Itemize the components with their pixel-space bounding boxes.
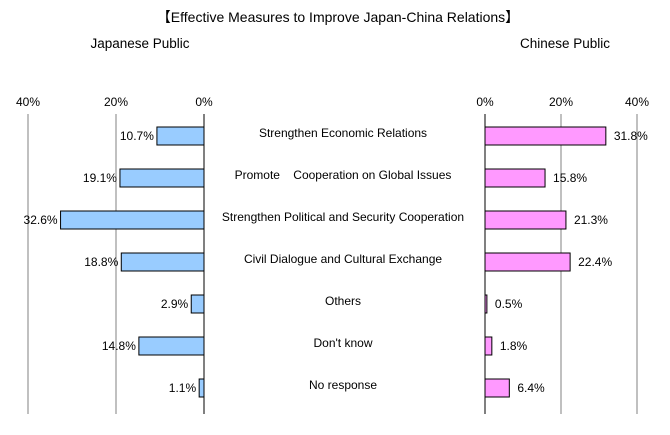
- japanese-public-bar: [138, 336, 205, 356]
- category-label: No response: [309, 378, 377, 392]
- japanese-public-value-label: 10.7%: [120, 129, 154, 143]
- left-panel-title: Japanese Public: [90, 36, 189, 51]
- left-axis-ticks: 40% 20% 0%: [16, 95, 213, 109]
- japanese-public-bar: [120, 252, 205, 272]
- chart-title: 【Effective Measures to Improve Japan-Chi…: [157, 9, 519, 25]
- chinese-public-labels: 31.8% 15.8% 21.3% 22.4% 0.5% 1.8% 6.4%: [495, 129, 648, 395]
- category-label: Others: [325, 294, 361, 308]
- japanese-public-value-label: 1.1%: [169, 381, 197, 395]
- japanese-public-bar: [190, 294, 205, 314]
- right-tick-label: 20%: [549, 95, 573, 109]
- japanese-public-bar: [119, 168, 205, 188]
- chinese-public-bar: [484, 378, 510, 398]
- category-labels: Strengthen Economic Relations Promote Coo…: [222, 126, 464, 392]
- japanese-public-bars: [60, 126, 205, 398]
- category-label: Strengthen Political and Security Cooper…: [222, 210, 464, 224]
- japanese-public-value-label: 2.9%: [161, 297, 189, 311]
- japanese-public-value-label: 32.6%: [24, 213, 58, 227]
- left-tick-label: 40%: [16, 95, 40, 109]
- chinese-public-value-label: 1.8%: [500, 339, 528, 353]
- right-axis-ticks: 0% 20% 40%: [476, 95, 649, 109]
- chinese-public-value-label: 21.3%: [574, 213, 608, 227]
- chinese-public-bar: [484, 252, 571, 272]
- japanese-public-labels: 10.7% 19.1% 32.6% 18.8% 2.9% 14.8% 1.1%: [24, 129, 197, 395]
- chinese-public-value-label: 15.8%: [553, 171, 587, 185]
- left-tick-label: 20%: [104, 95, 128, 109]
- japanese-public-value-label: 19.1%: [83, 171, 117, 185]
- chinese-public-bar: [484, 336, 493, 356]
- right-tick-label: 0%: [476, 95, 494, 109]
- category-label: Strengthen Economic Relations: [259, 126, 427, 140]
- chinese-public-bars: [484, 126, 607, 398]
- japanese-public-bar: [60, 210, 205, 230]
- chinese-public-bar: [484, 294, 488, 314]
- right-tick-label: 40%: [625, 95, 649, 109]
- chinese-public-bar: [484, 126, 607, 146]
- japanese-public-bar: [156, 126, 205, 146]
- japanese-public-value-label: 18.8%: [84, 255, 118, 269]
- japanese-public-value-label: 14.8%: [102, 339, 136, 353]
- chinese-public-bar: [484, 210, 567, 230]
- right-panel-title: Chinese Public: [520, 36, 610, 51]
- chinese-public-bar: [484, 168, 546, 188]
- category-label: Don't know: [314, 336, 373, 350]
- chinese-public-value-label: 22.4%: [578, 255, 612, 269]
- japanese-public-bar: [198, 378, 205, 398]
- chinese-public-value-label: 0.5%: [495, 297, 523, 311]
- category-label: Civil Dialogue and Cultural Exchange: [244, 252, 442, 266]
- chinese-public-value-label: 31.8%: [614, 129, 648, 143]
- category-label: Promote Cooperation on Global Issues: [235, 168, 452, 182]
- left-tick-label: 0%: [195, 95, 213, 109]
- chinese-public-value-label: 6.4%: [517, 381, 545, 395]
